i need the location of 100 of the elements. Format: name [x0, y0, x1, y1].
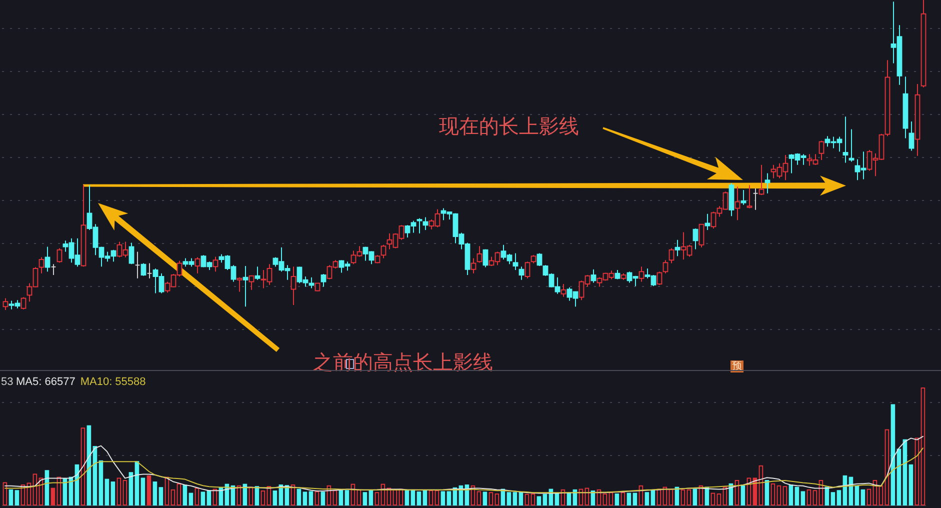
bar — [830, 492, 836, 506]
bar — [710, 492, 716, 506]
candlestick — [818, 140, 824, 160]
candlestick — [290, 266, 296, 306]
bar — [116, 478, 122, 506]
candlestick — [236, 276, 242, 292]
bar — [98, 460, 104, 506]
candlestick — [884, 60, 890, 137]
bar — [530, 494, 536, 506]
candlestick — [662, 260, 668, 274]
bar — [602, 494, 608, 506]
bar — [626, 492, 632, 506]
bar — [362, 492, 368, 506]
candlestick — [842, 116, 848, 164]
bar — [314, 491, 320, 506]
bar — [518, 492, 524, 506]
candlestick — [536, 252, 542, 266]
bar — [542, 494, 548, 506]
bar — [716, 494, 722, 506]
bar — [908, 464, 914, 506]
bar — [50, 488, 56, 506]
bar — [428, 490, 434, 506]
candlestick — [38, 256, 44, 274]
bar — [416, 492, 422, 506]
bar — [776, 485, 782, 506]
bar — [866, 488, 872, 506]
candlestick — [746, 184, 752, 209]
bar — [686, 489, 692, 506]
bar — [788, 484, 794, 506]
bar — [920, 388, 926, 506]
bar — [104, 478, 110, 506]
annotation: 现在的长上影线 — [439, 116, 579, 138]
bar — [506, 492, 512, 506]
bar — [536, 496, 542, 506]
candlestick — [308, 276, 314, 289]
bar — [2, 482, 8, 506]
candlestick — [374, 254, 380, 264]
bar — [338, 490, 344, 506]
text: MA5: 66577 — [16, 376, 76, 388]
bar — [302, 492, 308, 506]
candlestick — [380, 244, 386, 259]
bar — [434, 490, 440, 506]
bar — [8, 489, 14, 506]
bar — [890, 404, 896, 506]
bar — [344, 490, 350, 506]
candlestick — [560, 284, 566, 298]
bar — [182, 484, 188, 506]
bar — [488, 492, 494, 506]
bar — [272, 490, 278, 506]
text: MA10: 55588 — [80, 376, 146, 388]
candlestick — [416, 218, 422, 234]
bar — [800, 491, 806, 506]
bar — [614, 494, 620, 506]
candlestick — [248, 274, 254, 290]
bar — [806, 489, 812, 506]
bar — [62, 478, 68, 506]
candlestick — [194, 256, 200, 274]
candlestick — [530, 254, 536, 264]
candlestick — [908, 121, 914, 152]
bar — [854, 485, 860, 506]
bar — [440, 491, 446, 506]
bar — [422, 490, 428, 506]
candlestick — [80, 184, 86, 268]
candlestick — [140, 262, 146, 276]
candlestick — [242, 266, 248, 308]
bar — [680, 489, 686, 506]
candlestick — [56, 248, 62, 264]
candlestick — [482, 248, 488, 268]
candlestick — [620, 272, 626, 280]
bar — [110, 482, 116, 506]
bar — [446, 491, 452, 506]
candlestick — [638, 266, 644, 282]
candlestick — [764, 172, 770, 194]
bar — [374, 492, 380, 506]
bar — [260, 490, 266, 506]
bar — [176, 483, 182, 506]
bar — [128, 472, 134, 506]
candlestick — [146, 262, 152, 279]
bar — [308, 491, 314, 506]
bar — [620, 492, 626, 506]
candlestick — [692, 228, 698, 250]
candlestick — [254, 266, 260, 280]
bar — [632, 492, 638, 506]
bar — [14, 490, 20, 506]
bar — [812, 490, 818, 506]
candlestick — [134, 251, 140, 279]
candlestick — [44, 246, 50, 272]
candlestick — [212, 256, 218, 272]
candlestick — [614, 270, 620, 280]
candlestick — [704, 213, 710, 230]
bar — [200, 492, 206, 506]
bar — [494, 494, 500, 506]
candlestick — [914, 84, 920, 156]
bar — [836, 490, 842, 506]
candlestick — [314, 282, 320, 292]
candlestick — [920, 0, 926, 88]
bar — [902, 439, 908, 506]
bar — [146, 475, 152, 506]
text: 预 — [732, 361, 742, 372]
text: 53 — [1, 376, 14, 388]
